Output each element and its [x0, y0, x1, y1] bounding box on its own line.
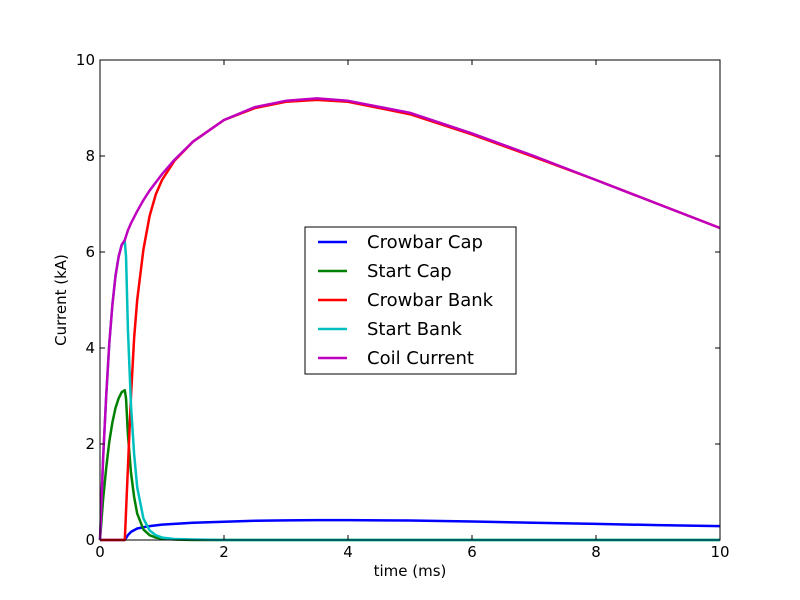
- legend-label: Coil Current: [367, 348, 474, 369]
- series-layer: [98, 97, 721, 542]
- plot-frame: [99, 59, 721, 541]
- x-tick-label: 0: [95, 543, 105, 561]
- series-line-crowbar-cap: [100, 518, 721, 542]
- legend: Crowbar Cap Start Cap Crowbar Bank Start Ba…: [304, 226, 517, 375]
- x-tick-label: 8: [591, 543, 601, 561]
- legend-label: Start Cap: [367, 261, 452, 282]
- y-tick-label: 6: [85, 243, 95, 261]
- x-tick-label: 6: [467, 543, 477, 561]
- ticks-layer: 0 2 4 6 8 10 0 2 4 6 8 10: [76, 51, 730, 561]
- x-axis-label: time (ms): [374, 562, 447, 580]
- y-tick-label: 8: [85, 147, 95, 165]
- x-tick-label: 2: [219, 543, 229, 561]
- legend-label: Crowbar Bank: [367, 290, 494, 311]
- y-axis-label: Current (kA): [52, 254, 70, 346]
- y-tick-label: 10: [76, 51, 95, 69]
- y-tick-label: 0: [85, 531, 95, 549]
- legend-label: Crowbar Cap: [367, 232, 483, 253]
- y-tick-label: 4: [85, 339, 95, 357]
- x-tick-label: 10: [710, 543, 729, 561]
- legend-label: Start Bank: [367, 319, 462, 340]
- y-tick-label: 2: [85, 435, 95, 453]
- series-line-coil-current: [98, 97, 721, 541]
- x-tick-label: 4: [343, 543, 353, 561]
